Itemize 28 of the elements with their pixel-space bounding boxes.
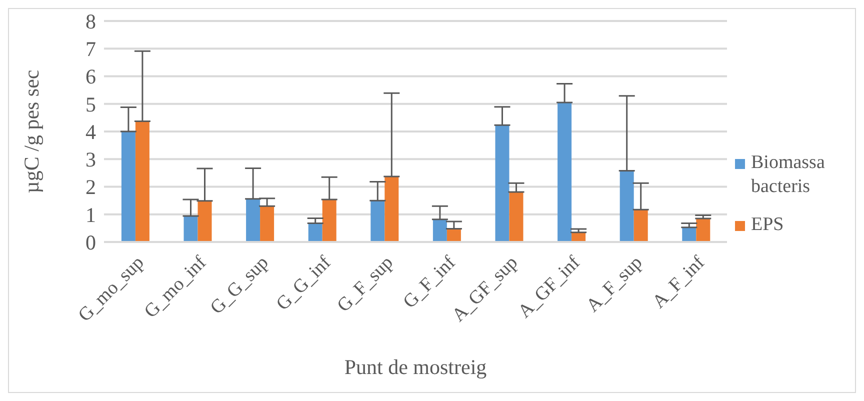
y-tick-label: 5 xyxy=(86,92,96,116)
y-tick-label: 3 xyxy=(86,148,96,172)
bar xyxy=(495,125,510,242)
bar xyxy=(198,200,212,242)
bar xyxy=(634,210,648,242)
bar xyxy=(260,206,274,242)
y-axis-title: µgC /g pes sec xyxy=(19,70,44,194)
bar xyxy=(620,170,634,242)
bar xyxy=(308,223,322,242)
legend-label: Biomassa bacteris xyxy=(751,150,826,198)
x-axis-title: Punt de mostreig xyxy=(344,355,488,379)
y-tick-label: 0 xyxy=(86,230,96,254)
bar xyxy=(558,102,572,242)
legend-label: EPS xyxy=(751,212,784,236)
bar xyxy=(121,132,136,242)
bar xyxy=(135,121,150,242)
bar xyxy=(370,200,385,242)
bar xyxy=(246,198,260,242)
y-tick-label: 4 xyxy=(86,120,96,144)
bar xyxy=(509,192,524,242)
bar xyxy=(384,176,399,242)
y-tick-label: 2 xyxy=(86,175,96,200)
y-tick-label: 6 xyxy=(86,64,96,89)
bar xyxy=(322,199,336,242)
y-tick-label: 8 xyxy=(86,9,96,34)
y-tick-label: 7 xyxy=(86,37,96,62)
y-tick-label: 1 xyxy=(86,202,96,227)
bar xyxy=(184,216,198,242)
